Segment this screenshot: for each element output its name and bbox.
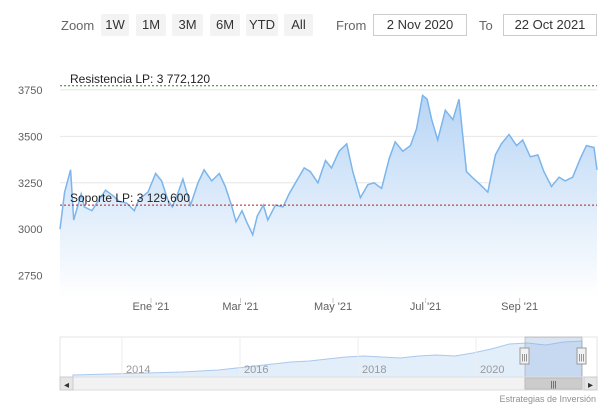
zoom-label: Zoom [61, 18, 95, 33]
navigator-year-label: 2018 [362, 364, 386, 376]
y-axis-labels: 2750 3000 3250 3500 3750 [18, 85, 42, 283]
range-button-ytd[interactable]: YTD [246, 14, 278, 36]
range-button-1m[interactable]: 1M [136, 14, 166, 36]
y-tick-label: 2750 [18, 271, 42, 283]
x-tick-label: Mar '21 [222, 301, 258, 313]
navigator[interactable]: 2014 2016 2018 2020 ||| ||| [59, 336, 598, 378]
navigator-left-handle-glyph: ||| [521, 353, 527, 362]
range-button-6m[interactable]: 6M [210, 14, 240, 36]
scroll-right-arrow-icon: ▸ [588, 380, 593, 391]
range-button-1w[interactable]: 1W [101, 14, 129, 36]
x-tick-label: May '21 [314, 301, 352, 313]
from-label: From [336, 18, 367, 33]
plot-lines: Resistencia LP: 3 772,120 Soporte LP: 3 1… [60, 72, 597, 206]
navigator-year-label: 2016 [244, 364, 268, 376]
to-date-input[interactable]: 22 Oct 2021 [503, 14, 597, 36]
navigator-year-label: 2020 [480, 364, 504, 376]
navigator-selected-range[interactable] [524, 336, 583, 378]
plot-line-label: Resistencia LP: 3 772,120 [70, 72, 210, 86]
scrollbar[interactable]: ◂ ||| ▸ [59, 376, 598, 391]
to-label: To [479, 18, 493, 33]
navigator-area [72, 340, 583, 378]
y-tick-label: 3500 [18, 131, 42, 143]
scroll-right-button[interactable] [583, 376, 598, 391]
from-date-input[interactable]: 2 Nov 2020 [373, 14, 467, 36]
y-tick-label: 3250 [18, 178, 42, 190]
navigator-left-handle[interactable]: ||| [519, 347, 530, 365]
scrollbar-thumb[interactable] [524, 377, 583, 390]
y-tick-label: 3750 [18, 85, 42, 97]
price-line [59, 93, 598, 238]
price-area [60, 95, 597, 299]
range-button-all[interactable]: All [284, 14, 313, 36]
scroll-left-button[interactable] [59, 376, 74, 391]
range-selector-toolbar: Zoom 1W 1M 3M 6M YTD All From 2 Nov 2020… [0, 0, 615, 50]
credits-text: Estrategias de Inversión [499, 394, 596, 404]
x-tick-label: Sep '21 [501, 301, 538, 313]
y-tick-label: 3000 [18, 224, 42, 236]
scrollbar-grip-icon: ||| [550, 380, 556, 389]
x-tick-label: Jul '21 [410, 301, 441, 313]
navigator-right-handle[interactable]: ||| [576, 347, 587, 365]
plot-line-label: Soporte LP: 3 129,600 [70, 191, 190, 205]
navigator-year-label: 2014 [126, 364, 150, 376]
range-button-3m[interactable]: 3M [172, 14, 203, 36]
x-tick-label: Ene '21 [133, 301, 170, 313]
scrollbar-track[interactable] [59, 376, 598, 391]
navigator-right-handle-glyph: ||| [578, 353, 584, 362]
x-axis-labels: Ene '21 Mar '21 May '21 Jul '21 Sep '21 [133, 298, 538, 313]
scroll-left-arrow-icon: ◂ [64, 380, 69, 391]
navigator-labels: 2014 2016 2018 2020 [121, 337, 504, 377]
